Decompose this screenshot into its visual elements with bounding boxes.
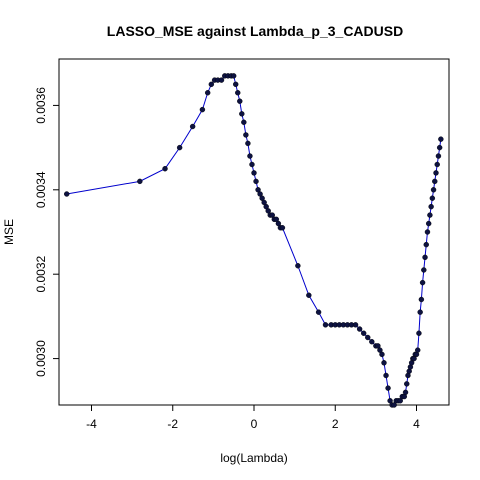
data-point xyxy=(402,389,409,396)
data-point xyxy=(417,309,423,315)
data-point xyxy=(383,372,389,379)
data-point xyxy=(253,178,259,185)
data-point xyxy=(162,166,168,172)
x-tick-label: 4 xyxy=(413,417,420,431)
data-point xyxy=(360,330,367,336)
y-tick-label: 0.0036 xyxy=(34,87,48,124)
data-point xyxy=(419,279,426,286)
data-point xyxy=(233,81,239,88)
data-point xyxy=(429,195,436,201)
data-point xyxy=(230,73,237,79)
data-point xyxy=(422,254,428,261)
data-point xyxy=(434,161,440,168)
data-point xyxy=(295,263,301,269)
data-point xyxy=(381,360,387,366)
data-point xyxy=(237,98,243,104)
x-tick-label: -2 xyxy=(167,417,178,431)
x-tick-label: 2 xyxy=(332,417,339,431)
data-point xyxy=(243,132,249,138)
data-point xyxy=(423,241,429,248)
data-point xyxy=(199,106,206,113)
data-point xyxy=(352,322,359,328)
data-point xyxy=(356,326,363,332)
data-point xyxy=(249,161,255,168)
series-line xyxy=(66,75,442,406)
data-point xyxy=(438,136,444,142)
y-axis-label: MSE xyxy=(2,219,16,245)
x-axis-label: log(Lambda) xyxy=(220,451,287,465)
data-point xyxy=(424,229,431,235)
data-point xyxy=(204,90,211,96)
data-point xyxy=(427,212,433,218)
data-point xyxy=(416,330,422,336)
data-point xyxy=(369,339,375,345)
data-point xyxy=(322,322,329,328)
data-point xyxy=(436,144,443,151)
data-point xyxy=(251,170,257,176)
data-point xyxy=(379,351,385,358)
data-point xyxy=(421,267,427,273)
data-point xyxy=(239,111,245,117)
data-point xyxy=(306,292,312,298)
x-tick-label: -4 xyxy=(86,417,97,431)
data-point xyxy=(315,309,322,315)
data-point xyxy=(430,187,437,193)
data-point xyxy=(435,153,442,159)
data-point xyxy=(189,123,196,130)
data-point xyxy=(279,225,286,231)
data-point xyxy=(235,90,241,96)
y-tick-label: 0.0032 xyxy=(34,256,48,293)
data-point xyxy=(245,140,251,147)
data-point xyxy=(137,178,143,185)
data-point xyxy=(208,81,215,88)
data-point xyxy=(64,191,70,197)
data-point xyxy=(365,334,371,341)
data-point xyxy=(241,119,247,125)
data-point xyxy=(428,203,434,210)
data-point xyxy=(176,144,183,151)
data-point xyxy=(433,170,439,176)
y-tick-label: 0.0030 xyxy=(34,340,48,377)
x-axis: -4 -2 0 2 4 xyxy=(86,405,420,431)
plot-frame xyxy=(58,58,450,406)
data-point xyxy=(418,296,425,303)
plot-area xyxy=(64,73,444,408)
y-tick-label: 0.0034 xyxy=(34,171,48,208)
data-point xyxy=(432,178,438,185)
data-point xyxy=(218,77,225,83)
data-point xyxy=(385,385,391,391)
data-point xyxy=(404,381,410,387)
y-axis: 0.0030 0.0032 0.0034 0.0036 xyxy=(34,87,59,377)
x-tick-label: 0 xyxy=(251,417,258,431)
chart-title: LASSO_MSE against Lambda_p_3_CADUSD xyxy=(107,23,403,39)
data-point xyxy=(247,153,253,159)
data-point xyxy=(415,347,421,353)
data-point xyxy=(425,220,432,227)
